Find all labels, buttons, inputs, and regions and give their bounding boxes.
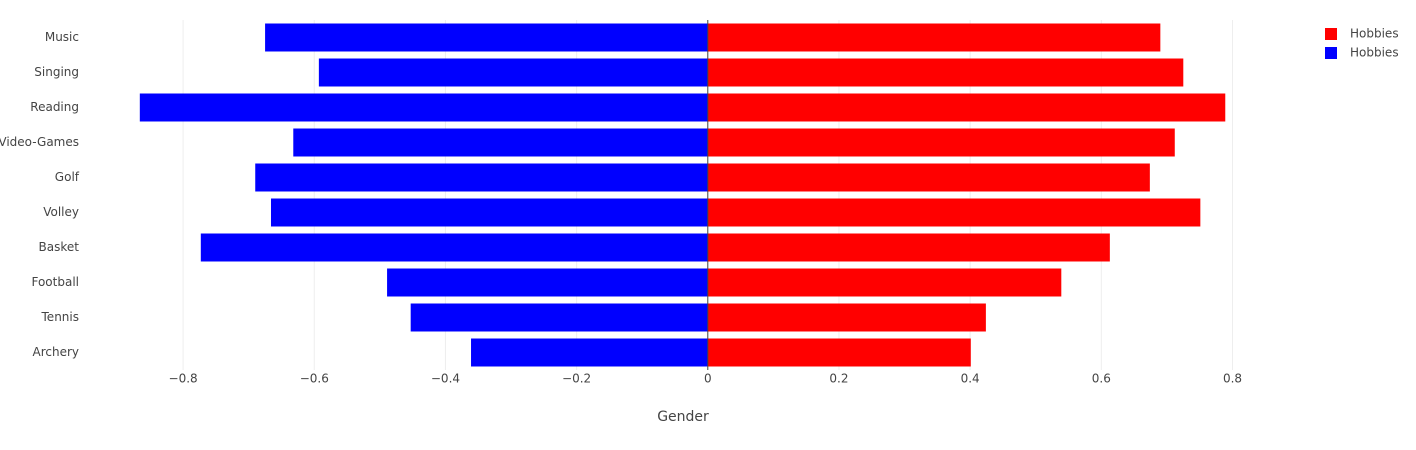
bar bbox=[707, 58, 1184, 87]
bar bbox=[318, 58, 708, 87]
y-tick-label: Video-Games bbox=[0, 135, 79, 149]
legend-swatch bbox=[1325, 47, 1337, 59]
bar bbox=[707, 303, 986, 332]
y-tick-label: Volley bbox=[43, 205, 79, 219]
bar bbox=[707, 268, 1062, 297]
x-axis-title: Gender bbox=[657, 409, 709, 425]
x-tick-label: 0.4 bbox=[961, 372, 980, 386]
bar bbox=[265, 23, 708, 52]
x-tick-label: −0.4 bbox=[431, 372, 460, 386]
bar bbox=[707, 338, 971, 367]
y-tick-label: Archery bbox=[33, 345, 80, 359]
bar bbox=[471, 338, 708, 367]
x-tick-label: 0.8 bbox=[1223, 372, 1242, 386]
bar bbox=[387, 268, 708, 297]
bar bbox=[293, 128, 708, 157]
bar bbox=[707, 23, 1161, 52]
bar bbox=[707, 93, 1226, 122]
y-tick-label: Football bbox=[31, 275, 79, 289]
x-tick-label: 0 bbox=[704, 372, 712, 386]
bar bbox=[707, 198, 1201, 227]
bar bbox=[139, 93, 708, 122]
y-tick-label: Golf bbox=[55, 170, 80, 184]
y-tick-label: Basket bbox=[39, 240, 80, 254]
y-tick-label: Tennis bbox=[41, 310, 79, 324]
bar bbox=[707, 128, 1175, 157]
legend-label: Hobbies bbox=[1350, 27, 1399, 41]
bar bbox=[255, 163, 708, 192]
bar bbox=[707, 163, 1150, 192]
y-tick-label: Singing bbox=[34, 65, 79, 79]
x-tick-label: 0.2 bbox=[829, 372, 848, 386]
x-tick-label: −0.8 bbox=[169, 372, 198, 386]
legend-label: Hobbies bbox=[1350, 46, 1399, 60]
bar bbox=[270, 198, 708, 227]
x-tick-label: 0.6 bbox=[1092, 372, 1111, 386]
x-tick-label: −0.2 bbox=[562, 372, 591, 386]
bar bbox=[707, 233, 1110, 262]
legend-swatch bbox=[1325, 28, 1337, 40]
y-tick-label: Reading bbox=[30, 100, 79, 114]
y-tick-label: Music bbox=[45, 30, 79, 44]
bar bbox=[410, 303, 708, 332]
x-tick-label: −0.6 bbox=[300, 372, 329, 386]
bar bbox=[200, 233, 708, 262]
